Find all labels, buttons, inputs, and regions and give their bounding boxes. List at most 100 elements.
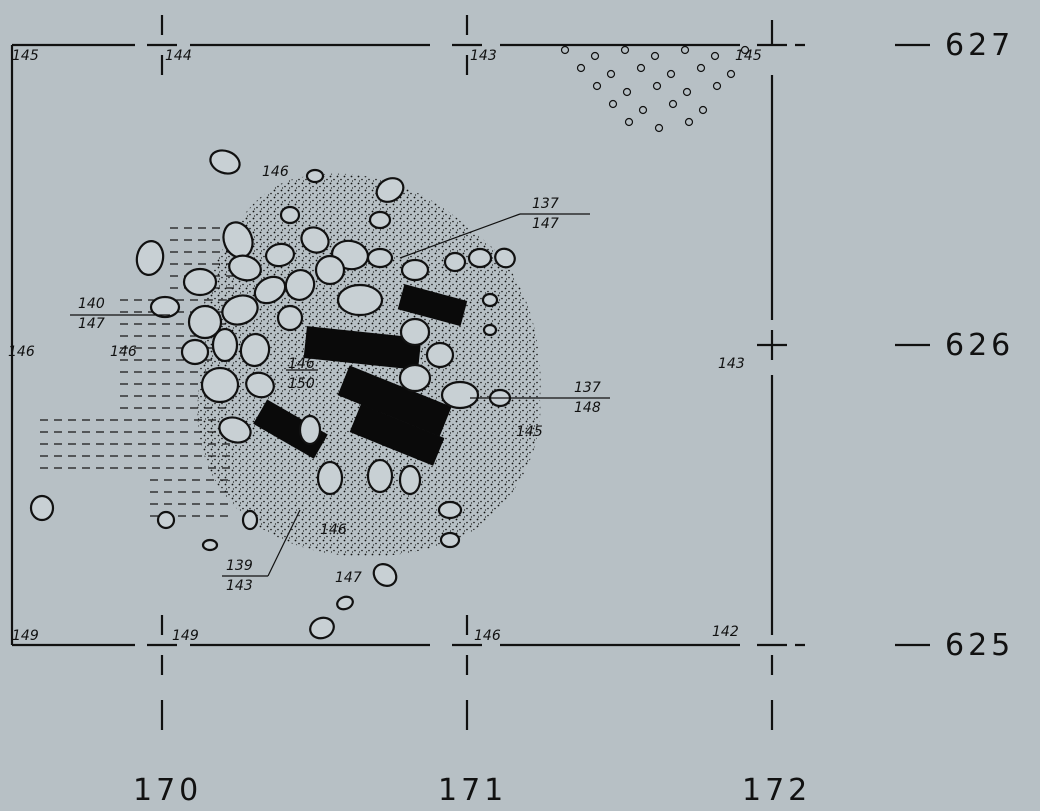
pit: [636, 63, 646, 73]
fraction-bottom: 150: [288, 376, 315, 392]
elevation: 146: [474, 628, 501, 644]
pit: [606, 69, 616, 79]
stone: [156, 510, 176, 530]
stone: [135, 240, 165, 276]
elevation: 149: [12, 628, 39, 644]
stone: [399, 317, 431, 347]
x-coordinate: 172: [742, 773, 811, 808]
stone: [316, 460, 344, 496]
stone: [201, 538, 219, 552]
frame: [10, 15, 930, 730]
stone: [180, 338, 210, 366]
elevation: 143: [718, 356, 745, 372]
stone: [221, 294, 259, 326]
stone: [182, 267, 218, 297]
stone: [314, 254, 346, 286]
pit: [576, 63, 586, 73]
stone: [300, 226, 330, 254]
pit: [622, 87, 632, 97]
pit: [620, 45, 630, 55]
stone: [336, 283, 384, 317]
x-coordinate: 170: [133, 773, 202, 808]
pit: [684, 117, 694, 127]
stone: [200, 366, 240, 404]
stone: [149, 295, 181, 319]
pit: [652, 81, 662, 91]
stone: [228, 254, 262, 282]
stone: [366, 247, 394, 269]
pit: [666, 69, 676, 79]
stone: [239, 332, 271, 368]
stone: [276, 304, 304, 332]
small-pits: [560, 45, 750, 133]
pit: [710, 51, 720, 61]
pit: [638, 105, 648, 115]
charcoal: [253, 284, 468, 466]
pit: [592, 81, 602, 91]
stone: [372, 563, 398, 587]
stone: [375, 177, 405, 203]
fraction-top: 137: [574, 380, 601, 396]
pit: [712, 81, 722, 91]
y-coordinate: 626: [945, 328, 1014, 363]
stone: [211, 327, 239, 363]
elevation: 146: [320, 522, 347, 538]
stone: [187, 304, 223, 340]
pit: [560, 45, 570, 55]
fraction-bottom: 143: [226, 578, 253, 594]
pit: [590, 51, 600, 61]
elevation: 146: [8, 344, 35, 360]
pit: [696, 63, 706, 73]
fraction-bottom: 148: [574, 400, 601, 416]
leader-line: [267, 509, 301, 577]
pit: [680, 45, 690, 55]
stone: [481, 292, 499, 308]
fraction-top: 146: [288, 356, 315, 372]
stone: [305, 168, 325, 184]
pit: [654, 123, 664, 133]
stone: [366, 458, 394, 494]
stone: [264, 242, 296, 268]
stone: [437, 500, 463, 520]
stone: [467, 247, 493, 269]
stone: [482, 323, 498, 337]
stone: [494, 247, 516, 269]
stone: [29, 494, 55, 522]
stone: [398, 363, 432, 393]
stone: [209, 149, 241, 175]
pit: [682, 87, 692, 97]
y-coordinate: 627: [945, 28, 1014, 63]
fraction-top: 137: [532, 196, 559, 212]
elevation: 143: [470, 48, 497, 64]
stone: [284, 269, 316, 301]
x-coordinate: 171: [438, 773, 507, 808]
elevation: 145: [12, 48, 39, 64]
pit: [698, 105, 708, 115]
stone: [245, 371, 275, 399]
stones: [29, 149, 516, 640]
stone: [253, 275, 287, 305]
elevation: 144: [165, 48, 192, 64]
fraction-bottom: 147: [532, 216, 559, 232]
leader-line: [399, 213, 521, 259]
pit: [624, 117, 634, 127]
stone: [425, 341, 455, 369]
pit: [650, 51, 660, 61]
stone: [218, 416, 252, 444]
stone: [443, 251, 467, 273]
stone: [309, 616, 335, 640]
stone: [279, 205, 301, 225]
pit: [740, 45, 750, 55]
pit: [668, 99, 678, 109]
stone: [440, 380, 480, 410]
elevation: 145: [516, 424, 543, 440]
elevation: 146: [110, 344, 137, 360]
elevation: 145: [735, 48, 762, 64]
stone: [400, 258, 430, 282]
stone: [368, 210, 392, 230]
stone: [398, 464, 422, 496]
pit: [608, 99, 618, 109]
fraction-top: 139: [226, 558, 253, 574]
y-coordinate: 625: [945, 628, 1014, 663]
